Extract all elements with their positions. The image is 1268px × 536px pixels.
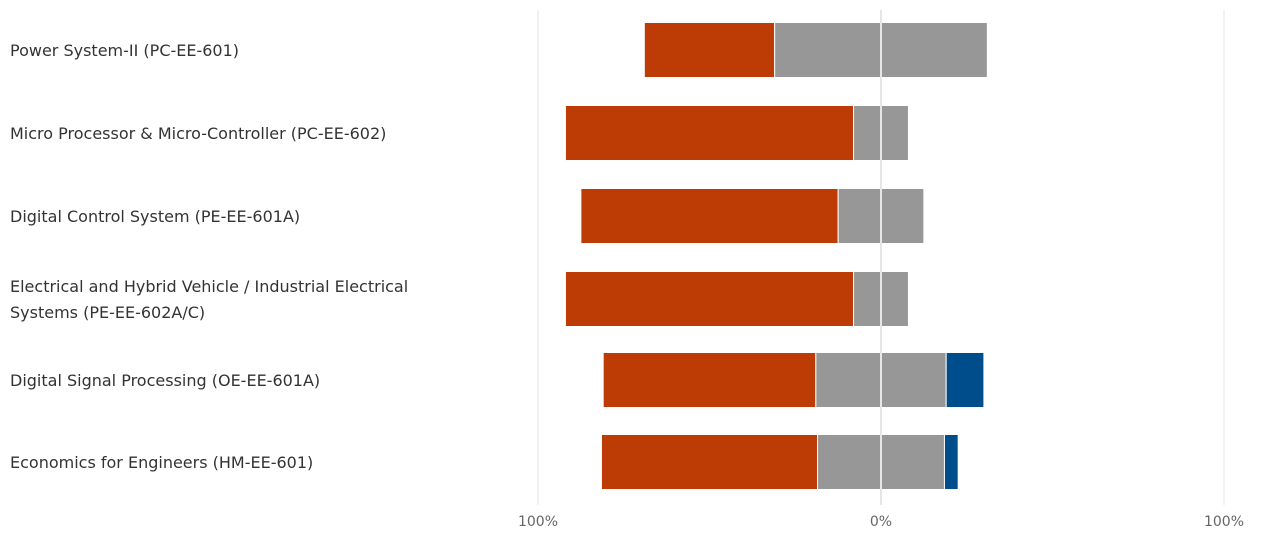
category-label-line: Digital Signal Processing (OE-EE-601A) [10,371,320,390]
category-label-line: Micro Processor & Micro-Controller (PC-E… [10,124,386,143]
x-tick-label-3: 100% [1204,514,1244,530]
category-label-2: Micro Processor & Micro-Controller (PC-E… [10,124,386,143]
category-labels: Power System-II (PC-EE-601) Micro Process… [10,41,408,472]
category-label-line: Electrical and Hybrid Vehicle / Industri… [10,277,408,296]
x-tick-label-2: 0% [870,514,892,530]
category-label-line: Digital Control System (PE-EE-601A) [10,207,300,226]
category-label-1: Power System-II (PC-EE-601) [10,41,239,60]
x-tick-label-1: 100% [518,514,558,530]
category-label-line: Systems (PE-EE-602A/C) [10,303,205,322]
category-label-4: Electrical and Hybrid Vehicle / Industri… [10,277,408,322]
grid-layer [537,10,1225,505]
bar-negative-2 [564,105,855,161]
category-label-line: Economics for Engineers (HM-EE-601) [10,453,313,472]
bar-negative-3 [580,188,839,244]
bars-layer [564,22,988,490]
bar-positive-5 [945,352,985,408]
category-label-line: Power System-II (PC-EE-601) [10,41,239,60]
category-label-6: Economics for Engineers (HM-EE-601) [10,453,313,472]
category-label-3: Digital Control System (PE-EE-601A) [10,207,300,226]
bar-negative-1 [643,22,776,78]
category-label-5: Digital Signal Processing (OE-EE-601A) [10,371,320,390]
bar-negative-5 [602,352,817,408]
bar-negative-4 [564,271,855,327]
x-axis-ticks: 100% 0% 100% [518,514,1244,530]
bar-negative-6 [600,434,819,490]
bar-positive-6 [943,434,959,490]
